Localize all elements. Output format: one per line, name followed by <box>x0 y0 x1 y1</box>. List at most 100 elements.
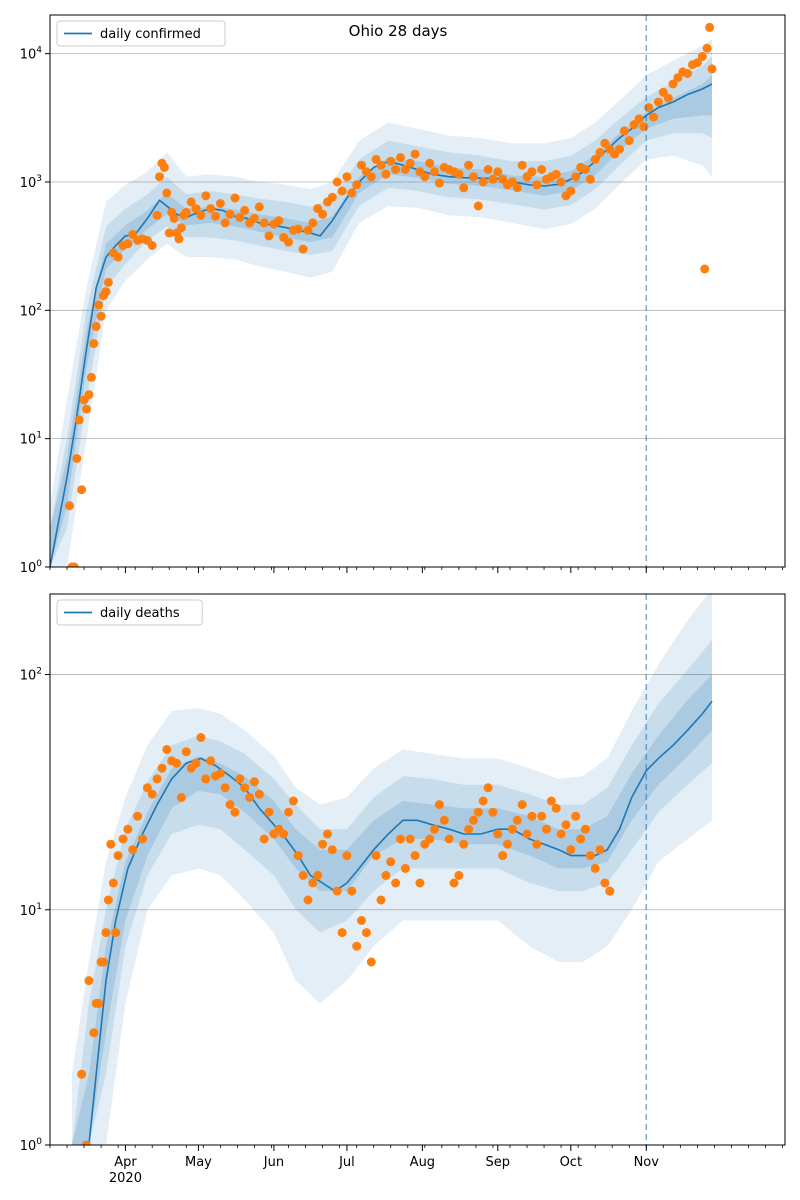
data-point <box>89 1028 99 1038</box>
data-point <box>532 180 542 190</box>
data-point <box>259 834 269 844</box>
data-point <box>454 169 464 179</box>
x-year-label: 2020 <box>109 1171 142 1186</box>
data-point <box>342 851 352 861</box>
series-line <box>88 700 713 1145</box>
data-point <box>174 234 184 244</box>
data-point <box>101 287 111 297</box>
data-point <box>176 223 186 233</box>
data-point <box>551 169 561 179</box>
data-point <box>410 149 420 159</box>
data-point <box>249 213 259 223</box>
data-point <box>434 178 444 188</box>
data-point <box>556 177 566 187</box>
data-point <box>293 851 303 861</box>
data-point <box>400 863 410 873</box>
data-point <box>527 167 537 177</box>
data-point <box>585 174 595 184</box>
data-point <box>483 165 493 174</box>
data-point <box>585 851 595 861</box>
data-point <box>264 807 274 817</box>
x-tick-label: Jun <box>263 1155 284 1170</box>
data-point <box>284 807 293 817</box>
data-point <box>361 928 371 938</box>
data-point <box>186 197 196 207</box>
legend: daily confirmed <box>56 20 226 47</box>
data-point <box>94 998 104 1008</box>
data-point <box>337 186 347 196</box>
data-point <box>103 895 113 905</box>
data-point <box>159 162 169 172</box>
data-point <box>425 834 435 844</box>
data-point <box>493 167 503 177</box>
data-point <box>162 188 172 198</box>
data-point <box>91 321 101 331</box>
data-point <box>347 886 357 896</box>
data-point <box>430 824 439 834</box>
data-point <box>206 756 216 766</box>
data-point <box>284 237 293 247</box>
data-point <box>169 213 179 223</box>
data-point <box>459 839 469 849</box>
data-point <box>279 829 289 839</box>
data-point <box>342 172 352 182</box>
data-point <box>566 845 576 855</box>
data-point <box>106 839 116 849</box>
data-point <box>157 763 167 773</box>
data-point <box>318 839 328 849</box>
axes-frame <box>49 593 786 1146</box>
data-point <box>147 241 157 250</box>
data-point <box>464 160 474 170</box>
y-tick-label: 101 <box>20 431 42 448</box>
data-point <box>615 144 624 154</box>
data-point <box>86 372 96 382</box>
data-point <box>298 244 308 254</box>
data-point <box>191 758 201 768</box>
data-point <box>410 851 420 861</box>
data-point <box>196 733 206 742</box>
data-point <box>391 165 401 174</box>
data-point <box>381 169 391 179</box>
data-point <box>128 845 138 855</box>
data-point <box>566 186 576 196</box>
data-point <box>225 800 235 810</box>
data-point <box>444 834 454 844</box>
data-point <box>113 851 123 861</box>
data-point <box>181 207 191 217</box>
data-point <box>101 928 111 938</box>
data-point <box>103 277 113 287</box>
data-point <box>386 156 396 166</box>
data-point <box>138 834 147 844</box>
data-point <box>478 796 488 806</box>
y-tick-label: 100 <box>20 1137 43 1154</box>
data-point <box>469 815 478 825</box>
data-point <box>89 339 99 349</box>
data-point <box>99 957 108 967</box>
confirmed-panel: 100 101 102 103 104 daily confirmed <box>20 14 786 576</box>
data-point <box>571 811 581 821</box>
data-point <box>74 415 84 425</box>
data-point <box>230 807 240 817</box>
x-tick-label: Jul <box>338 1155 355 1170</box>
data-point <box>459 183 469 193</box>
data-point <box>298 870 308 880</box>
data-point <box>600 138 610 148</box>
x-tick-label: Nov <box>634 1155 660 1170</box>
data-point <box>181 747 191 757</box>
data-point <box>142 783 152 793</box>
data-point <box>546 796 556 806</box>
data-point <box>705 22 715 32</box>
data-point <box>249 777 259 787</box>
data-point <box>498 851 508 861</box>
data-point <box>449 878 459 888</box>
data-point <box>152 210 162 220</box>
data-point <box>595 147 605 157</box>
data-point <box>580 824 590 834</box>
legend-box <box>56 20 226 47</box>
data-point <box>561 820 571 830</box>
data-point <box>118 834 128 844</box>
data-point <box>215 768 225 778</box>
x-tick-label: Sep <box>486 1155 511 1170</box>
data-point <box>201 774 211 784</box>
data-point <box>551 803 561 813</box>
